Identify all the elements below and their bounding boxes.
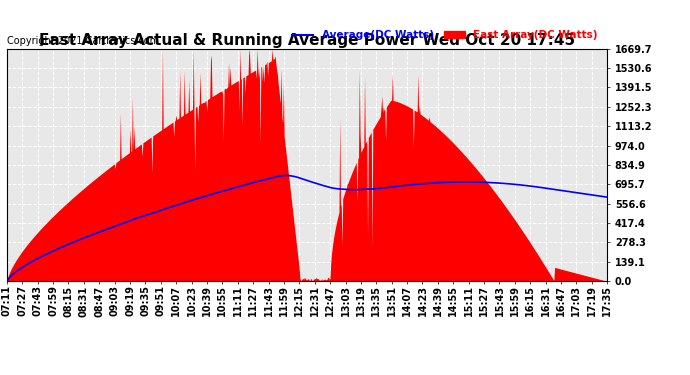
Title: East Array Actual & Running Average Power Wed Oct 20 17:45: East Array Actual & Running Average Powe… bbox=[39, 33, 575, 48]
Text: Copyright 2021 Cartronics.com: Copyright 2021 Cartronics.com bbox=[7, 36, 159, 46]
Legend: Average(DC Watts), East Array(DC Watts): Average(DC Watts), East Array(DC Watts) bbox=[288, 26, 602, 44]
